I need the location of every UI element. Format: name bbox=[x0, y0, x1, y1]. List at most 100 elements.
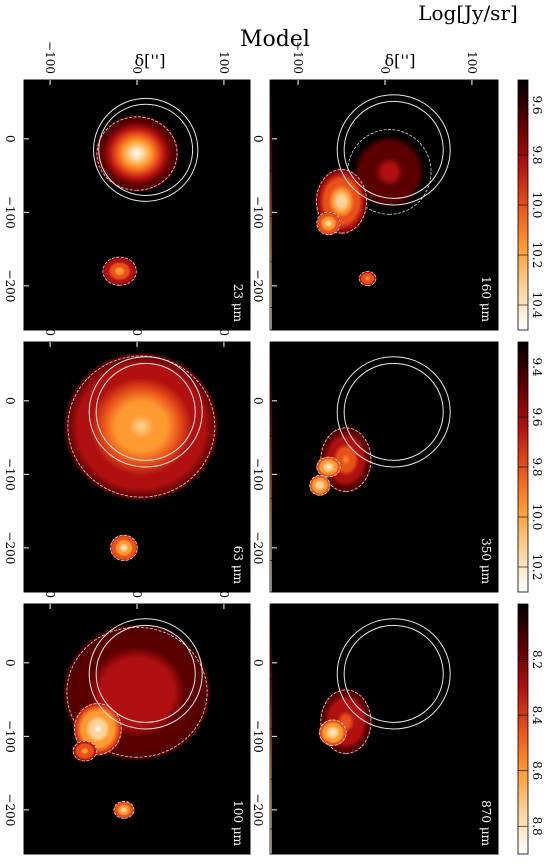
aperture-ring bbox=[336, 618, 451, 730]
panel-title: 350 μm bbox=[479, 538, 493, 585]
colorbar-unit-label: Log[Jy/sr] bbox=[418, 1, 518, 25]
aperture-ring bbox=[343, 624, 444, 723]
contour-line bbox=[316, 211, 341, 236]
emission-blob bbox=[345, 127, 433, 217]
panel-4: 160 μm 0 −100 −200 α[''] 100 0 −100 9.6 9.8 10.0 10… bbox=[232, 41, 544, 331]
figure-title: Model bbox=[240, 27, 310, 52]
y-tick-label: 0 bbox=[378, 66, 392, 74]
emission-blob bbox=[309, 475, 331, 496]
y-tick-label: −100 bbox=[43, 303, 57, 336]
x-tick-label: 0 bbox=[251, 659, 265, 667]
contour-line bbox=[320, 427, 372, 492]
contour-line bbox=[67, 355, 216, 498]
y-tick-label: −100 bbox=[291, 41, 305, 74]
x-tick-label: −200 bbox=[3, 793, 17, 826]
x-tick-label: 0 bbox=[251, 397, 265, 405]
contour-line bbox=[102, 256, 137, 286]
contour-line bbox=[66, 626, 208, 758]
panel-5: 350 μm 0 −100 −200 α[''] 9.4 9.6 9.8 10.0 10.2 bbox=[232, 341, 544, 593]
x-axis-label: α[''] bbox=[232, 715, 248, 743]
colorbar-tick-label: 10.4 bbox=[530, 292, 544, 319]
contour-line bbox=[113, 801, 135, 819]
y-tick-label: 100 bbox=[217, 51, 231, 74]
colorbar-tick-label: 10.2 bbox=[530, 554, 544, 581]
x-tick-label: −100 bbox=[3, 720, 17, 753]
heatmap-background bbox=[272, 342, 498, 592]
y-tick-label: 0 bbox=[130, 328, 144, 336]
x-tick-label: 0 bbox=[3, 659, 17, 667]
panel-6: 870 μm 0 −100 −200 α[''] 8.2 8.4 8.6 8.8 bbox=[232, 603, 544, 855]
y-tick-label: −100 bbox=[43, 41, 57, 74]
emission-blob bbox=[358, 271, 377, 286]
aperture-ring bbox=[95, 624, 196, 723]
colorbar-tick-label: 10.2 bbox=[530, 242, 544, 269]
emission-blob bbox=[316, 211, 341, 236]
colorbar-tick-label: 10.0 bbox=[530, 504, 544, 531]
x-tick-label: −100 bbox=[251, 458, 265, 491]
colorbar-tick-label: 9.8 bbox=[530, 457, 544, 476]
contour-line bbox=[316, 456, 341, 478]
colorbar bbox=[517, 603, 529, 855]
emission-blob bbox=[95, 115, 179, 192]
x-tick-label: 0 bbox=[3, 135, 17, 143]
y-tick-label: 100 bbox=[465, 51, 479, 74]
heatmap-background bbox=[272, 604, 498, 854]
row1-ylabel: δ[''] bbox=[135, 51, 166, 70]
emission-blob bbox=[316, 456, 341, 478]
aperture-ring bbox=[98, 103, 194, 196]
contour-line bbox=[110, 534, 138, 561]
emission-blob bbox=[110, 534, 138, 562]
panel-title: 100 μm bbox=[231, 800, 245, 847]
aperture-ring bbox=[343, 100, 444, 199]
panel-title: 63 μm bbox=[231, 546, 245, 585]
contour-line bbox=[320, 689, 372, 754]
aperture-ring bbox=[93, 97, 199, 202]
emission-blob bbox=[64, 353, 218, 501]
contour-line bbox=[316, 169, 367, 234]
emission-blob bbox=[113, 801, 135, 819]
aperture-ring bbox=[88, 618, 203, 730]
x-tick-label: −200 bbox=[3, 531, 17, 564]
panel-frame bbox=[271, 603, 499, 855]
colorbar-tick-label: 9.4 bbox=[530, 357, 544, 376]
panel-title: 870 μm bbox=[479, 800, 493, 847]
aperture-ring bbox=[343, 362, 444, 461]
y-tick-label: 100 bbox=[217, 313, 231, 336]
x-tick-label: 0 bbox=[3, 397, 17, 405]
x-tick-label: −200 bbox=[3, 269, 17, 302]
x-tick-label: −100 bbox=[3, 458, 17, 491]
contour-line bbox=[96, 116, 178, 191]
x-tick-label: −100 bbox=[251, 196, 265, 229]
contour-line bbox=[72, 740, 97, 762]
panel-frame bbox=[271, 341, 499, 593]
x-tick-label: −100 bbox=[251, 720, 265, 753]
panel-title: 23 μm bbox=[231, 284, 245, 323]
y-tick-label: −100 bbox=[43, 565, 57, 598]
contour-line bbox=[358, 271, 377, 286]
panel-title: 160 μm bbox=[479, 276, 493, 323]
colorbar-tick-label: 8.2 bbox=[530, 650, 544, 669]
x-tick-label: −100 bbox=[3, 196, 17, 229]
x-axis-label: α[''] bbox=[232, 191, 248, 219]
colorbar-tick-label: 9.6 bbox=[530, 407, 544, 426]
colorbar-tick-label: 10.0 bbox=[530, 192, 544, 219]
aperture-ring bbox=[88, 356, 203, 468]
x-tick-label: 0 bbox=[251, 135, 265, 143]
contour-line bbox=[309, 475, 331, 496]
contour-line bbox=[74, 703, 122, 755]
y-tick-label: 100 bbox=[217, 575, 231, 598]
colorbar-tick-label: 9.6 bbox=[530, 95, 544, 114]
colorbar-tick-label: 9.8 bbox=[530, 145, 544, 164]
colorbar-tick-label: 8.6 bbox=[530, 761, 544, 780]
aperture-ring bbox=[336, 94, 451, 206]
y-tick-label: 0 bbox=[130, 66, 144, 74]
row2-ylabel: δ[''] bbox=[385, 51, 416, 70]
x-tick-label: −200 bbox=[251, 269, 265, 302]
contour-line bbox=[319, 719, 347, 746]
heatmap-background bbox=[24, 80, 250, 330]
aperture-ring bbox=[336, 356, 451, 468]
colorbar-tick-label: 8.4 bbox=[530, 706, 544, 725]
emission-blob bbox=[72, 740, 98, 762]
x-axis-label: α[''] bbox=[232, 453, 248, 481]
